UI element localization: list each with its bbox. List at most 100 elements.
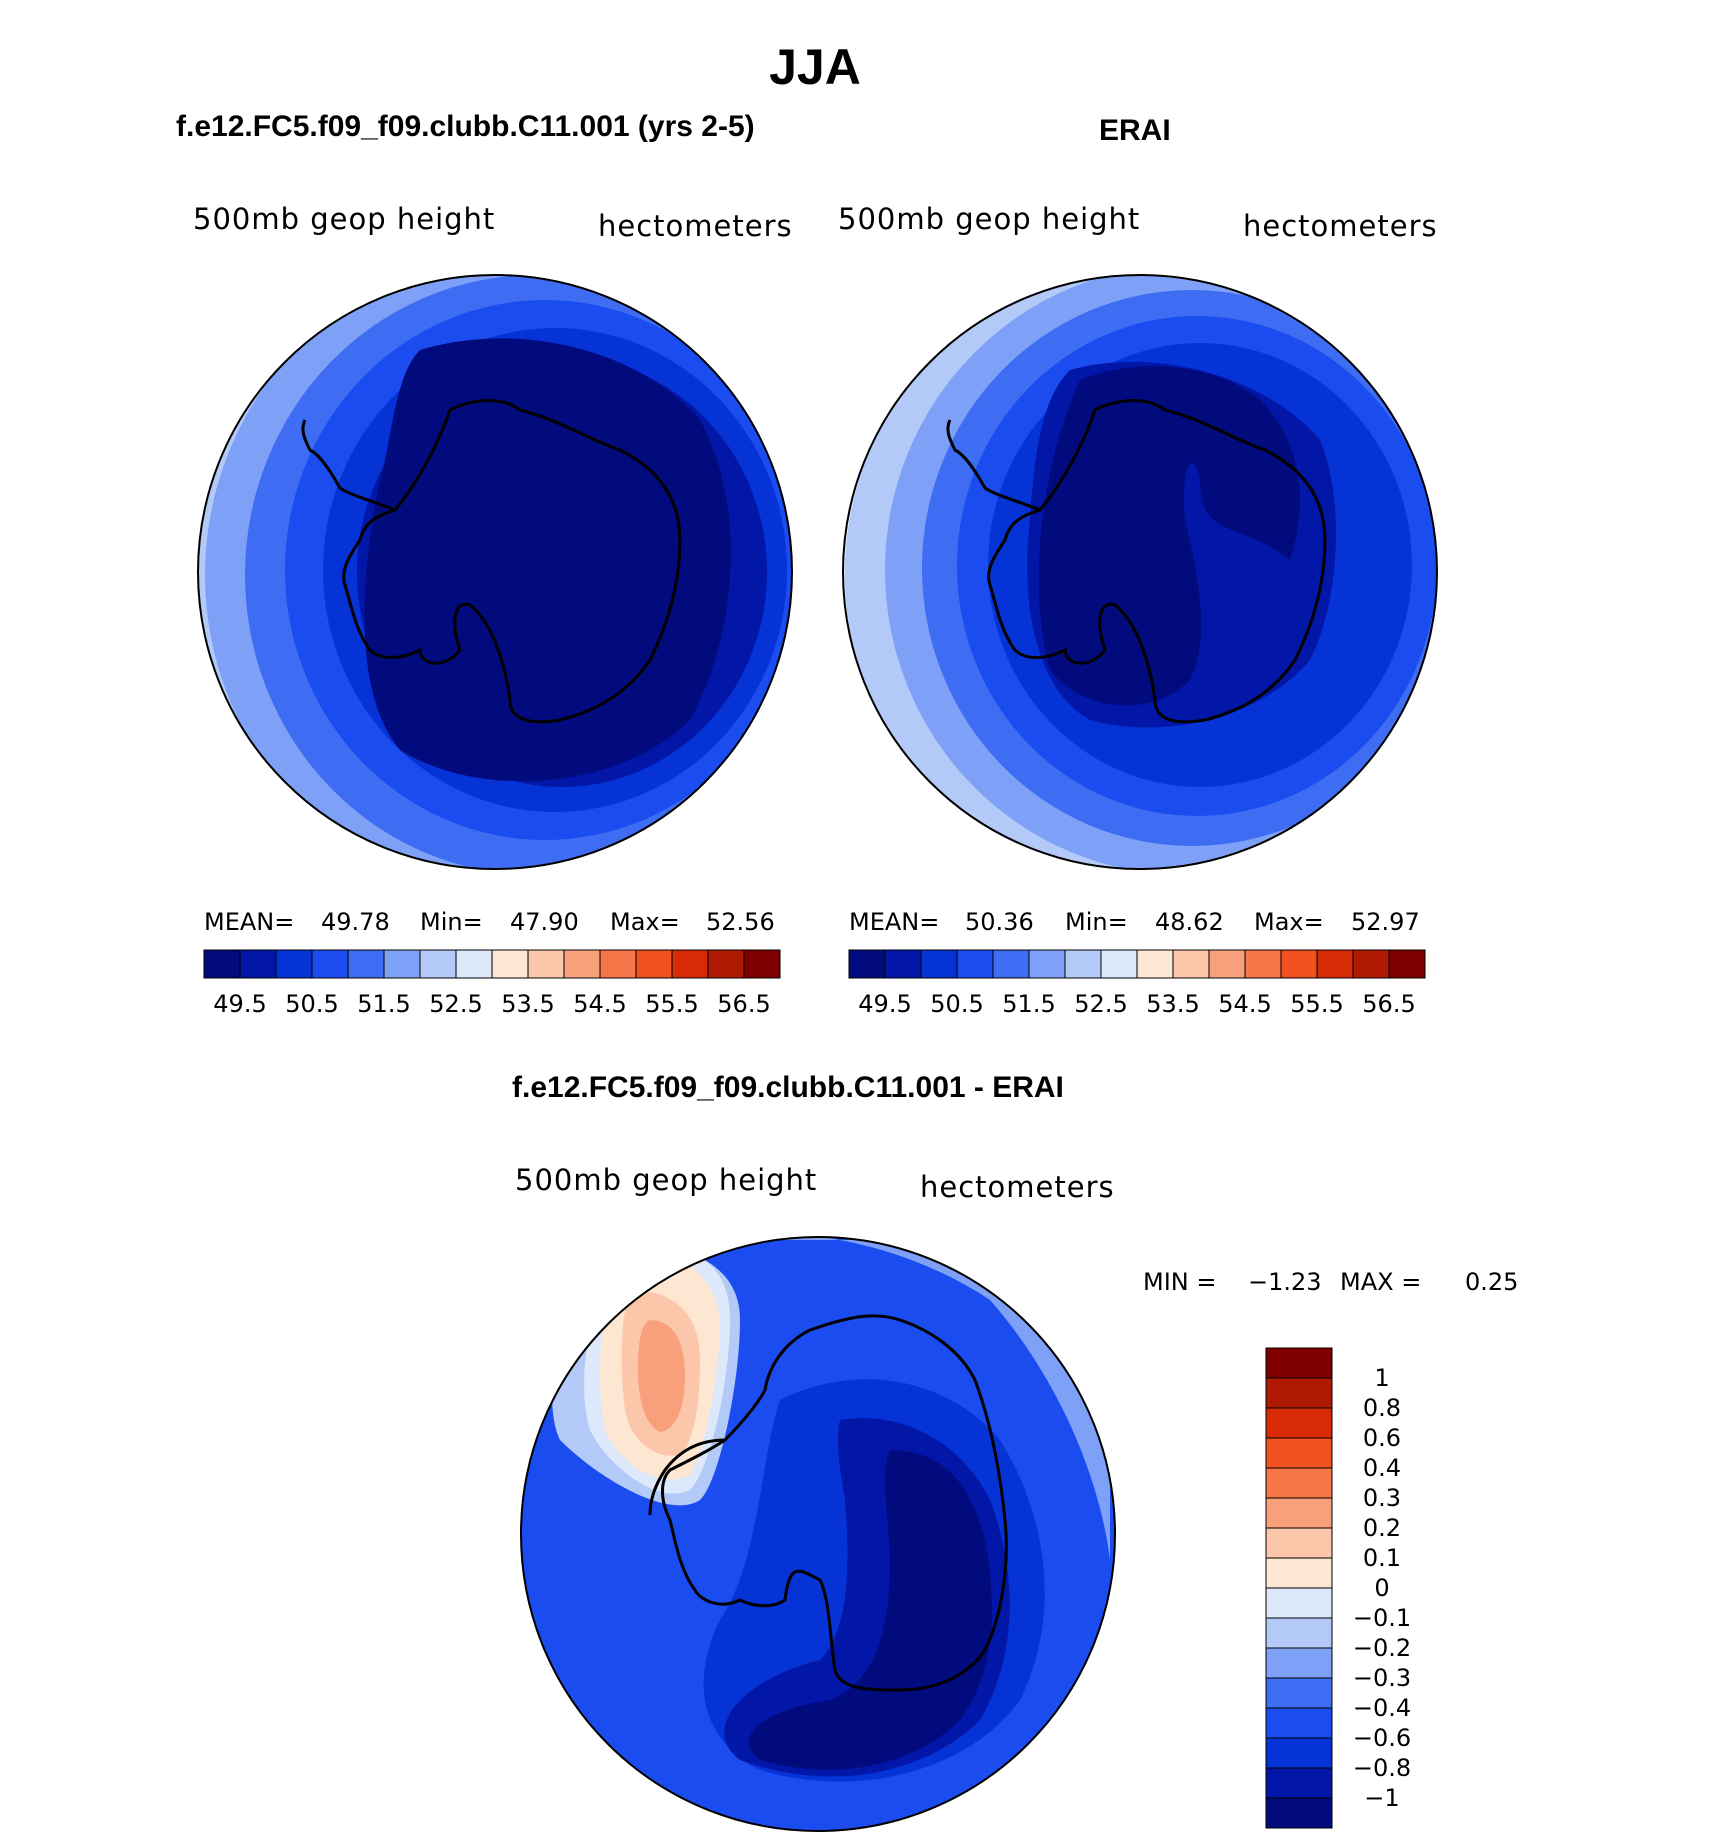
right-colorbar-cell <box>1208 949 1246 979</box>
left-colorbar-cell <box>203 949 241 979</box>
right-antarctica-coastline <box>987 399 1327 724</box>
right-colorbar-cell <box>1064 949 1102 979</box>
diff-colorbar: 10.80.60.40.30.20.10−0.1−0.2−0.3−0.4−0.6… <box>1265 1347 1411 1829</box>
diff-colorbar-tick-label: −0.6 <box>1353 1724 1411 1752</box>
diff-contour-band-neg0-3 <box>690 1237 1110 1560</box>
left-antarctica-coastline <box>342 399 682 724</box>
diff-colorbar-tick-label: 0.8 <box>1363 1394 1401 1422</box>
right-max-label: Max= <box>1254 908 1324 936</box>
left-colorbar-tick-label: 54.5 <box>573 990 626 1018</box>
left-colorbar-cell <box>743 949 781 979</box>
diff-colorbar-cell <box>1265 1677 1333 1709</box>
diff-colorbar-cell <box>1265 1467 1333 1499</box>
diff-colorbar-cell <box>1265 1497 1333 1529</box>
diff-antarctic-peninsula <box>648 1438 726 1516</box>
left-colorbar-cell <box>311 949 349 979</box>
diff-min-label: MIN = <box>1143 1268 1217 1296</box>
left-colorbar-cell <box>599 949 637 979</box>
left-map <box>198 275 792 869</box>
diff-colorbar-tick-label: −0.4 <box>1353 1694 1411 1722</box>
left-colorbar-cell <box>275 949 313 979</box>
diff-colorbar-cell <box>1265 1437 1333 1469</box>
left-max-value: 52.56 <box>706 908 775 936</box>
left-colorbar-cell <box>563 949 601 979</box>
left-colorbar-cell <box>419 949 457 979</box>
right-antarctic-peninsula <box>946 419 1041 512</box>
right-mean-label: MEAN= <box>849 908 940 936</box>
diff-colorbar-tick-label: −0.8 <box>1353 1754 1411 1782</box>
diff-contour-band-0-2 <box>638 1320 685 1432</box>
left-colorbar-cell <box>491 949 529 979</box>
diff-colorbar-cell <box>1265 1617 1333 1649</box>
left-panel-title: f.e12.FC5.f09_f09.clubb.C11.001 (yrs 2-5… <box>176 110 755 143</box>
right-colorbar-cell <box>1244 949 1282 979</box>
diff-colorbar-cell <box>1265 1407 1333 1439</box>
diff-colorbar-tick-label: −1 <box>1364 1784 1399 1812</box>
right-colorbar-tick-label: 50.5 <box>930 990 983 1018</box>
right-colorbar-cell <box>992 949 1030 979</box>
right-contour-band-min <box>1038 366 1300 706</box>
diff-colorbar-tick-label: 0.4 <box>1363 1454 1401 1482</box>
right-colorbar-cell <box>1352 949 1390 979</box>
left-mean-label: MEAN= <box>204 908 295 936</box>
diff-colorbar-cell <box>1265 1557 1333 1589</box>
right-colorbar-cell <box>956 949 994 979</box>
left-colorbar-tick-label: 53.5 <box>501 990 554 1018</box>
right-mean-value: 50.36 <box>965 908 1034 936</box>
right-colorbar-cell <box>1172 949 1210 979</box>
diff-max-label: MAX = <box>1340 1268 1422 1296</box>
diff-variable-label: 500mb geop height <box>515 1163 818 1197</box>
diff-colorbar-tick-label: −0.1 <box>1353 1604 1411 1632</box>
diff-antarctica-coastline <box>661 1314 1008 1692</box>
right-colorbar-cell <box>1388 949 1426 979</box>
diff-colorbar-cell <box>1265 1797 1333 1829</box>
left-units-label: hectometers <box>598 209 793 243</box>
right-map <box>843 275 1437 869</box>
diff-colorbar-cell <box>1265 1347 1333 1379</box>
left-colorbar-cell <box>671 949 709 979</box>
left-max-label: Max= <box>610 908 680 936</box>
right-panel-title: ERAI <box>1099 114 1171 147</box>
diff-colorbar-cell <box>1265 1647 1333 1679</box>
diff-colorbar-cell <box>1265 1377 1333 1409</box>
right-colorbar-tick-label: 53.5 <box>1146 990 1199 1018</box>
left-antarctic-peninsula <box>301 419 396 512</box>
diff-colorbar-cell <box>1265 1587 1333 1619</box>
diff-min-value: −1.23 <box>1248 1268 1322 1296</box>
right-variable-label: 500mb geop height <box>838 202 1141 236</box>
diff-map-boundary <box>520 1236 1116 1832</box>
right-colorbar-tick-label: 54.5 <box>1218 990 1271 1018</box>
left-colorbar-cell <box>347 949 385 979</box>
right-units-label: hectometers <box>1243 209 1438 243</box>
diff-colorbar-cell <box>1265 1707 1333 1739</box>
left-colorbar: 49.5 50.5 51.5 52.5 53.5 54.5 55.5 56.5 <box>203 949 781 1018</box>
left-min-label: Min= <box>420 908 483 936</box>
diff-colorbar-tick-label: 0.2 <box>1363 1514 1401 1542</box>
left-colorbar-tick-label: 50.5 <box>285 990 338 1018</box>
right-min-label: Min= <box>1065 908 1128 936</box>
left-colorbar-tick-label: 56.5 <box>717 990 770 1018</box>
left-map-boundary <box>197 274 793 870</box>
right-colorbar-tick-label: 56.5 <box>1362 990 1415 1018</box>
left-colorbar-tick-label: 49.5 <box>213 990 266 1018</box>
diff-panel-title: f.e12.FC5.f09_f09.clubb.C11.001 - ERAI <box>512 1071 1064 1104</box>
left-min-value: 47.90 <box>510 908 579 936</box>
diff-colorbar-tick-label: 1 <box>1374 1364 1389 1392</box>
diff-colorbar-tick-label: 0.3 <box>1363 1484 1401 1512</box>
right-colorbar-cell <box>1028 949 1066 979</box>
left-colorbar-tick-label: 51.5 <box>357 990 410 1018</box>
right-colorbar-cell <box>1280 949 1318 979</box>
right-colorbar-tick-label: 52.5 <box>1074 990 1127 1018</box>
right-max-value: 52.97 <box>1351 908 1420 936</box>
diff-colorbar-tick-label: 0.6 <box>1363 1424 1401 1452</box>
right-colorbar-tick-label: 55.5 <box>1290 990 1343 1018</box>
diff-contour-band-min <box>748 1450 992 1770</box>
left-colorbar-tick-label: 52.5 <box>429 990 482 1018</box>
diff-colorbar-cell <box>1265 1767 1333 1799</box>
right-colorbar-cell <box>1100 949 1138 979</box>
diff-max-value: 0.25 <box>1465 1268 1519 1296</box>
diff-colorbar-tick-label: 0 <box>1374 1574 1389 1602</box>
right-colorbar-tick-label: 49.5 <box>858 990 911 1018</box>
right-min-value: 48.62 <box>1155 908 1224 936</box>
